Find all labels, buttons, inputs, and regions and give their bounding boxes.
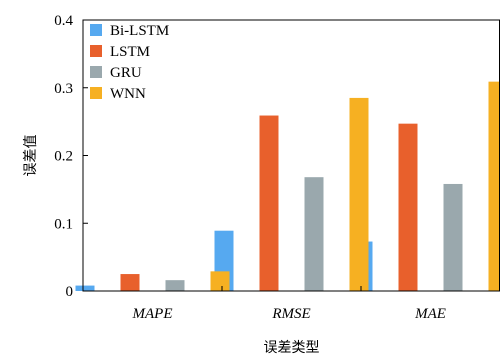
- bar-bi-lstm-mape: [75, 285, 95, 291]
- bar-lstm-mae: [398, 123, 418, 291]
- y-axis-title: 误差值: [23, 135, 39, 177]
- y-tick-label: 0.2: [54, 149, 73, 165]
- x-axis-title: 误差类型: [264, 340, 320, 356]
- chart-frame: [82, 19, 500, 292]
- legend-swatch-lstm: [90, 45, 102, 57]
- legend-swatch-bi-lstm: [90, 24, 102, 36]
- bar-wnn-mape: [210, 271, 230, 291]
- bar-lstm-mape: [120, 274, 140, 291]
- x-tick-label-mape: MAPE: [132, 306, 173, 322]
- chart-legend: Bi-LSTM LSTM GRU WNN: [90, 23, 169, 102]
- bar-gru-mape: [165, 280, 185, 291]
- bar-gru-rmse: [304, 177, 324, 291]
- bar-gru-mae: [443, 183, 463, 291]
- legend-label-bi-lstm: Bi-LSTM: [110, 23, 169, 39]
- legend-swatch-gru: [90, 66, 102, 78]
- legend-label-wnn: WNN: [110, 86, 146, 102]
- chart-labels: 0 0.1 0.2 0.3 0.4 MAPE RMSE MAE 误差类型 误差值: [23, 13, 446, 356]
- plot-frame: [82, 19, 500, 292]
- y-tick-label: 0.3: [54, 81, 73, 97]
- x-tick-label-mae: MAE: [414, 306, 446, 322]
- legend-label-lstm: LSTM: [110, 44, 150, 60]
- y-tick-label: 0: [66, 284, 74, 300]
- x-tick-label-rmse: RMSE: [271, 306, 310, 322]
- y-tick-label: 0.4: [54, 13, 73, 29]
- bar-lstm-rmse: [259, 115, 279, 291]
- legend-swatch-wnn: [90, 87, 102, 99]
- bar-wnn-rmse: [349, 97, 369, 291]
- y-tick-label: 0.1: [54, 216, 73, 232]
- legend-label-gru: GRU: [110, 65, 142, 81]
- bar-wnn-mae: [488, 81, 500, 292]
- chart-marks: [75, 81, 500, 292]
